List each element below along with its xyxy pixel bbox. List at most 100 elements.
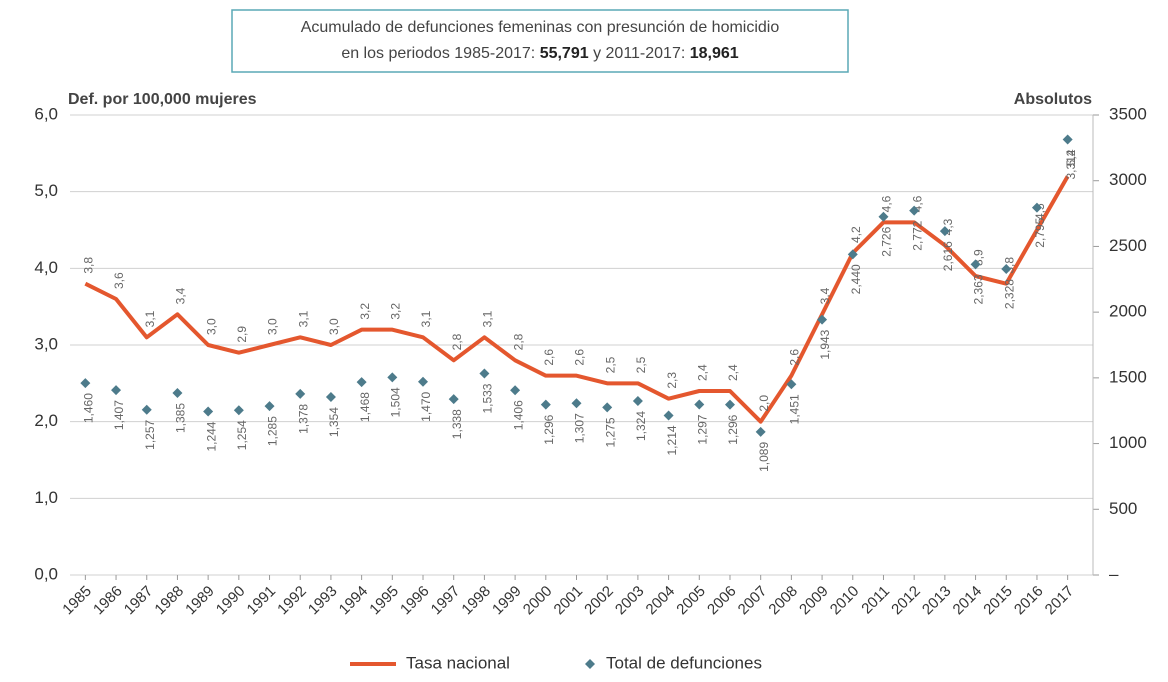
data-label: 1,296 [726, 414, 740, 444]
data-label: 4,6 [880, 195, 894, 212]
y-tick-label: 6,0 [34, 104, 58, 123]
data-label: 3,0 [327, 318, 341, 335]
marker [909, 205, 920, 216]
annotation-line: Acumulado de defunciones femeninas con p… [301, 19, 780, 36]
x-tick-label: 1990 [213, 583, 249, 619]
marker [172, 387, 183, 398]
y2-tick-label: 3000 [1109, 170, 1147, 189]
y-axis-label: Def. por 100,000 mujeres [68, 91, 257, 108]
marker [602, 402, 613, 413]
y2-tick-label: 2000 [1109, 302, 1147, 321]
x-tick-label: 1998 [458, 583, 494, 619]
data-label: 2,363 [972, 274, 986, 304]
y2-tick-label: 1000 [1109, 433, 1147, 452]
marker [295, 388, 306, 399]
legend-label: Total de defunciones [606, 653, 762, 672]
marker [1001, 264, 1012, 275]
marker [847, 249, 858, 260]
data-label: 3,1 [481, 310, 495, 327]
x-tick-label: 2014 [950, 583, 986, 619]
data-label: 2,0 [757, 395, 771, 412]
data-label: 1,285 [266, 416, 280, 446]
marker [479, 368, 490, 379]
y-tick-label: 3,0 [34, 334, 58, 353]
marker [111, 385, 122, 396]
marker [540, 399, 551, 410]
data-label: 2,616 [941, 241, 955, 271]
data-label: 2,8 [511, 333, 525, 350]
x-tick-label: 2001 [551, 583, 587, 619]
data-label: 2,5 [634, 356, 648, 373]
data-label: 1,297 [695, 414, 709, 444]
data-label: 2,6 [573, 349, 587, 366]
data-label: 1,943 [818, 329, 832, 359]
x-tick-label: 2016 [1011, 583, 1047, 619]
marker [264, 401, 275, 412]
data-label: 1,504 [388, 387, 402, 417]
marker [356, 377, 367, 388]
marker [878, 211, 889, 222]
data-label: 1,089 [757, 442, 771, 472]
annotation-line: en los periodos 1985-2017: 55,791 y 2011… [341, 45, 738, 62]
x-tick-label: 1988 [151, 583, 187, 619]
marker [141, 404, 152, 415]
marker [387, 372, 398, 383]
marker [448, 394, 459, 405]
annotation-box [231, 9, 849, 73]
data-label: 5,2 [1064, 149, 1078, 166]
marker [663, 410, 674, 421]
data-label: 3,4 [818, 287, 832, 304]
x-tick-label: 1987 [121, 583, 157, 619]
data-label: 3,1 [143, 310, 157, 327]
x-tick-label: 2007 [735, 583, 771, 619]
data-label: 1,244 [204, 421, 218, 451]
data-label: 2,6 [542, 349, 556, 366]
data-label: 2,795 [1033, 217, 1047, 247]
data-label: 2,9 [235, 326, 249, 343]
y2-tick-label: 500 [1109, 499, 1137, 518]
data-label: 2,3 [665, 372, 679, 389]
data-label: 3,314 [1064, 149, 1078, 179]
data-label: 1,214 [665, 425, 679, 455]
marker [1031, 202, 1042, 213]
x-tick-label: 2004 [643, 583, 679, 619]
data-label: 2,440 [849, 264, 863, 294]
marker [817, 314, 828, 325]
marker [755, 426, 766, 437]
data-label: 3,0 [266, 318, 280, 335]
x-tick-label: 2000 [520, 583, 556, 619]
x-tick-label: 2005 [673, 583, 709, 619]
x-tick-label: 2015 [980, 583, 1016, 619]
x-tick-label: 2008 [765, 583, 801, 619]
data-label: 1,533 [481, 383, 495, 413]
x-tick-label: 1996 [397, 583, 433, 619]
y2-tick-label: 3500 [1109, 104, 1147, 123]
data-label: 3,1 [296, 310, 310, 327]
x-tick-label: 2002 [581, 583, 617, 619]
data-label: 3,6 [112, 272, 126, 289]
marker [694, 399, 705, 410]
data-label: 1,254 [235, 420, 249, 450]
data-label: 3,8 [82, 257, 96, 274]
x-tick-label: 1993 [305, 583, 341, 619]
data-label: 2,726 [880, 226, 894, 256]
y-tick-label: 1,0 [34, 488, 58, 507]
marker [939, 226, 950, 237]
legend-swatch [585, 659, 595, 669]
data-label: 1,385 [174, 403, 188, 433]
x-tick-label: 2006 [704, 583, 740, 619]
x-tick-label: 2010 [827, 583, 863, 619]
data-label: 1,307 [573, 413, 587, 443]
x-tick-label: 1989 [182, 583, 218, 619]
annotation-number: 18,961 [690, 45, 739, 62]
annotation-number: 55,791 [540, 45, 589, 62]
x-tick-label: 1992 [274, 583, 310, 619]
data-label: 1,338 [450, 409, 464, 439]
data-label: 2,6 [788, 349, 802, 366]
data-label: 4,2 [849, 226, 863, 243]
x-tick-label: 2017 [1042, 583, 1078, 619]
data-label: 1,257 [143, 419, 157, 449]
data-label: 2,4 [695, 364, 709, 381]
data-label: 1,378 [296, 404, 310, 434]
